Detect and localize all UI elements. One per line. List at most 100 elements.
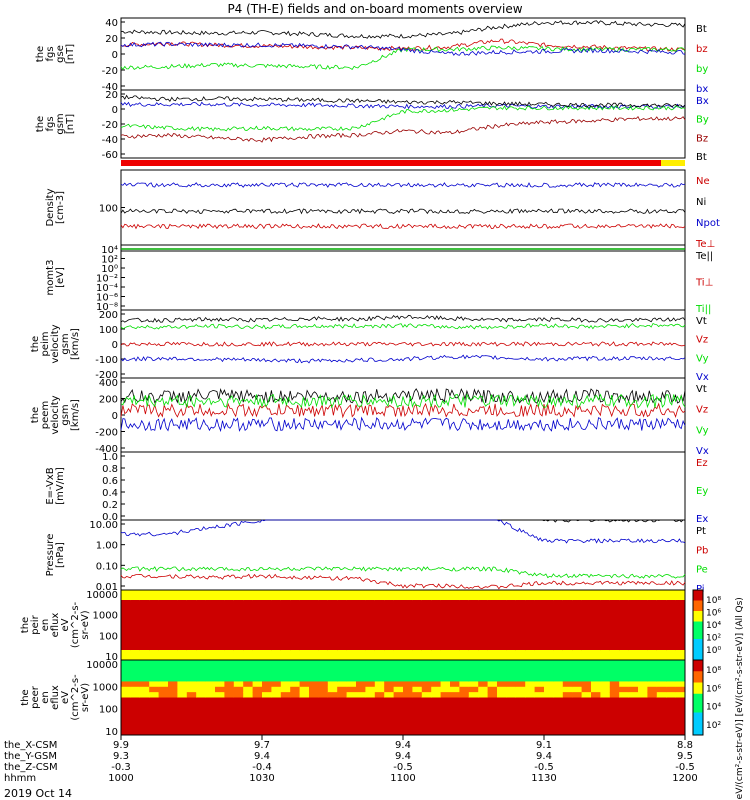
heatmap-cell xyxy=(346,702,357,709)
heatmap-cell xyxy=(205,708,216,715)
heatmap-cell xyxy=(525,640,536,646)
heatmap-cell xyxy=(609,590,620,596)
heatmap-cell xyxy=(506,630,517,636)
heatmap-cell xyxy=(534,640,545,646)
heatmap-cell xyxy=(177,718,188,725)
heatmap-cell xyxy=(572,686,583,693)
heatmap-cell xyxy=(497,625,507,631)
heatmap-cell xyxy=(421,600,432,606)
heatmap-cell xyxy=(196,692,207,698)
heatmap-cell xyxy=(205,600,216,606)
heatmap-cell xyxy=(149,681,160,688)
heatmap-cell xyxy=(656,702,667,709)
heatmap-cell xyxy=(656,600,667,606)
heatmap-cell xyxy=(666,708,677,715)
heatmap-cell xyxy=(440,635,451,641)
heatmap-cell xyxy=(384,708,395,715)
heatmap-cell xyxy=(186,729,197,736)
heatmap-cell xyxy=(525,590,536,596)
heatmap-cell xyxy=(177,676,188,682)
heatmap-cell xyxy=(487,660,498,666)
heatmap-cell xyxy=(168,635,178,641)
series-line-bt xyxy=(120,94,686,109)
heatmap-cell xyxy=(393,713,404,720)
heatmap-cell xyxy=(600,708,611,715)
heatmap-cell xyxy=(497,600,507,606)
heatmap-cell xyxy=(318,635,329,641)
heatmap-cell xyxy=(619,655,630,661)
heatmap-cell xyxy=(271,686,282,693)
heatmap-cell xyxy=(675,645,686,651)
heatmap-cell xyxy=(497,610,507,616)
heatmap-cell xyxy=(337,718,348,725)
x-tick-label: -0.5 xyxy=(393,762,413,773)
heatmap-cell xyxy=(252,713,263,720)
heatmap-cell xyxy=(515,729,526,736)
heatmap-cell xyxy=(459,620,470,626)
heatmap-cell xyxy=(412,724,423,731)
heatmap-cell xyxy=(233,676,244,682)
heatmap-cell xyxy=(224,610,235,616)
heatmap-cell xyxy=(478,640,489,646)
heatmap-cell xyxy=(168,686,178,693)
heatmap-cell xyxy=(628,718,639,725)
heatmap-cell xyxy=(130,595,141,601)
heatmap-cell xyxy=(506,590,517,596)
heatmap-cell xyxy=(215,600,225,606)
heatmap-cell xyxy=(196,620,207,626)
y-axis-label: momt3 xyxy=(45,260,56,296)
heatmap-cell xyxy=(497,640,507,646)
heatmap-cell xyxy=(656,660,667,666)
heatmap-cell xyxy=(562,702,573,709)
heatmap-cell xyxy=(139,645,150,651)
colorbar-tick-label: 10⁰ xyxy=(706,646,721,656)
heatmap-cell xyxy=(600,600,611,606)
heatmap-cell xyxy=(374,610,385,616)
heatmap-cell xyxy=(337,692,348,698)
heatmap-cell xyxy=(562,729,573,736)
heatmap-cell xyxy=(384,610,395,616)
heatmap-cell xyxy=(356,686,366,693)
heatmap-cell xyxy=(459,670,470,677)
heatmap-cell xyxy=(403,724,413,731)
heatmap-cell xyxy=(346,640,357,646)
heatmap-cell xyxy=(139,600,150,606)
heatmap-cell xyxy=(431,718,442,725)
heatmap-cell xyxy=(666,635,677,641)
heatmap-cell xyxy=(196,605,207,611)
heatmap-cell xyxy=(262,729,272,736)
heatmap-cell xyxy=(609,718,620,725)
heatmap-cell xyxy=(421,708,432,715)
heatmap-cell xyxy=(243,620,254,626)
heatmap-cell xyxy=(450,610,460,616)
heatmap-cell xyxy=(177,630,188,636)
heatmap-cell xyxy=(600,729,611,736)
heatmap-cell xyxy=(403,718,413,725)
heatmap-cell xyxy=(600,681,611,688)
y-axis-label: [mV/m] xyxy=(55,467,66,505)
heatmap-cell xyxy=(252,640,263,646)
heatmap-cell xyxy=(365,595,376,601)
heatmap-cell xyxy=(224,640,235,646)
heatmap-cell xyxy=(158,625,169,631)
heatmap-cell xyxy=(459,702,470,709)
y-tick-label: 1.0 xyxy=(102,452,118,463)
heatmap-cell xyxy=(318,686,329,693)
heatmap-cell xyxy=(186,665,197,672)
heatmap-cell xyxy=(393,670,404,677)
heatmap-cell xyxy=(327,620,338,626)
heatmap-cell xyxy=(168,615,178,621)
heatmap-cell xyxy=(609,645,620,651)
heatmap-cell xyxy=(271,620,282,626)
heatmap-cell xyxy=(581,665,592,672)
heatmap-cell xyxy=(196,713,207,720)
y-axis-label: Pressure xyxy=(45,534,56,577)
heatmap-cell xyxy=(478,620,489,626)
heatmap-cell xyxy=(487,729,498,736)
heatmap-cell xyxy=(224,590,235,596)
y-tick-label: 0.10 xyxy=(96,561,118,572)
heatmap-cell xyxy=(562,640,573,646)
heatmap-cell xyxy=(440,640,451,646)
heatmap-cell xyxy=(215,676,225,682)
heatmap-cell xyxy=(130,655,141,661)
